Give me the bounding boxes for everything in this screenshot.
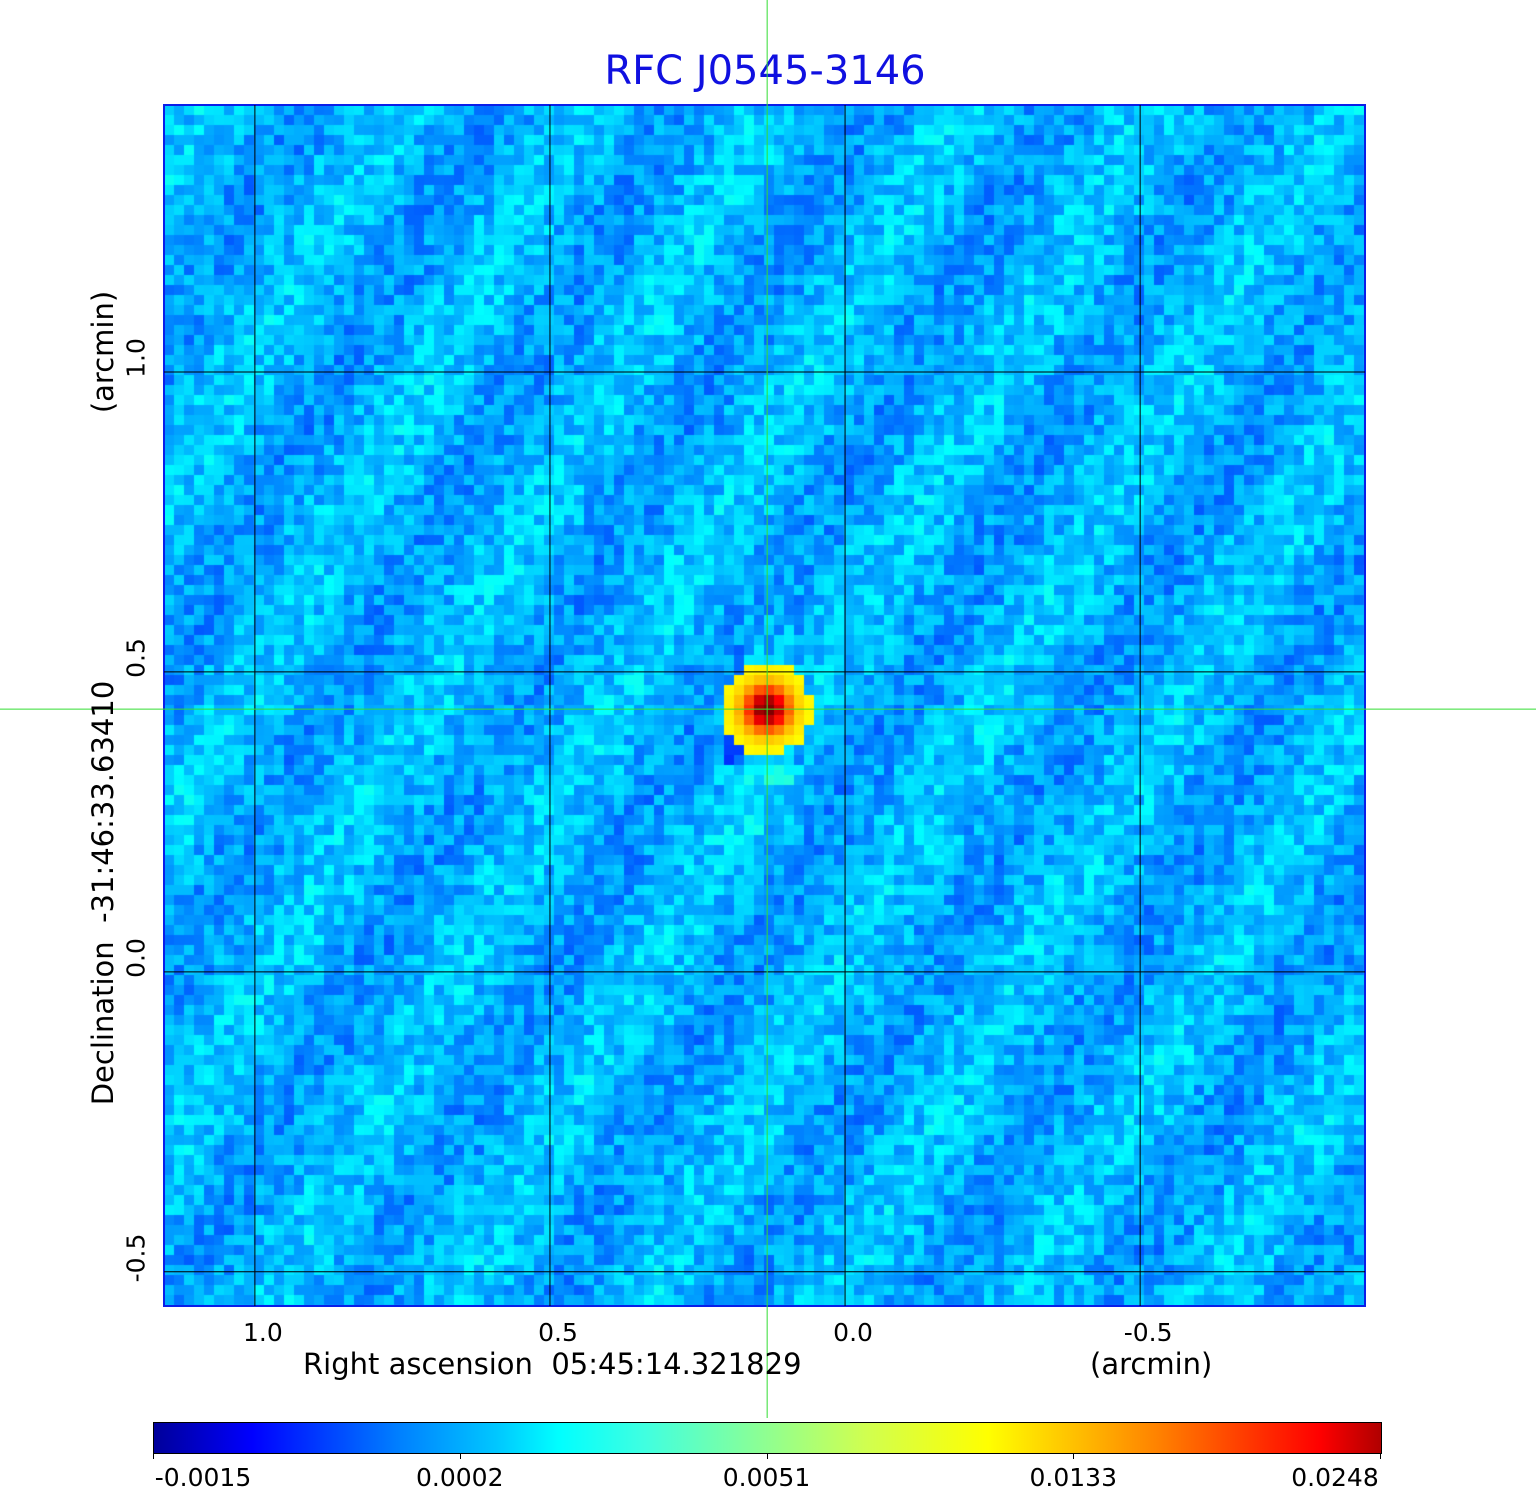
x-axis-unit: (arcmin) [1090, 1347, 1213, 1381]
y-tick-label: 0.5 [121, 638, 151, 678]
colorbar [153, 1422, 1382, 1454]
colorbar-tick-label: 0.0248 [1291, 1463, 1379, 1492]
x-tick-label: -0.5 [1123, 1318, 1173, 1347]
x-tick-label: 0.0 [833, 1318, 873, 1347]
y-tick-label: -0.5 [121, 1233, 151, 1283]
colorbar-tick-mark [459, 1453, 461, 1459]
x-axis-label: Right ascension 05:45:14.321829 [303, 1347, 802, 1381]
colorbar-tick-label: 0.0133 [1029, 1463, 1117, 1492]
y-axis-label: Declination -31:46:33.63410 [86, 680, 120, 1106]
chart-title: RFC J0545-3146 [604, 48, 926, 94]
x-tick-label: 0.5 [538, 1318, 578, 1347]
x-tick-label: 1.0 [242, 1318, 283, 1347]
colorbar-tick-label: -0.0015 [154, 1463, 252, 1492]
radio-image-heatmap[interactable] [164, 105, 1365, 1306]
y-tick-label: 1.0 [121, 338, 151, 378]
colorbar-tick-mark [1073, 1453, 1075, 1459]
colorbar-tick-label: 0.0051 [722, 1463, 811, 1492]
colorbar-tick-mark [153, 1453, 154, 1459]
colorbar-tick-mark [766, 1453, 768, 1459]
y-axis-unit: (arcmin) [86, 290, 120, 414]
y-tick-label: 0.0 [121, 937, 151, 978]
colorbar-tick-label: 0.0002 [416, 1463, 504, 1492]
colorbar-tick-mark [1380, 1453, 1381, 1459]
